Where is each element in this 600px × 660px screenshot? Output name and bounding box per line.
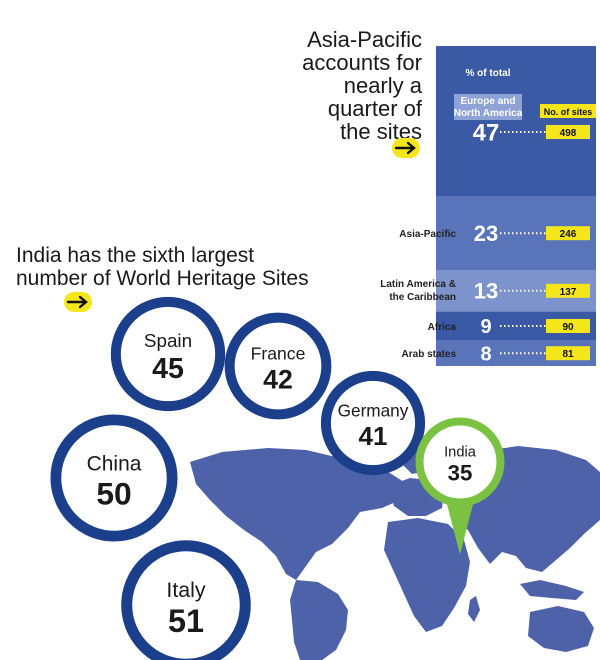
india-pin-tail <box>446 500 474 555</box>
sites-header: No. of sites <box>544 107 593 117</box>
sites-box <box>546 346 590 361</box>
sites-value: 81 <box>562 349 574 360</box>
countries-headline-line: India has the sixth largest <box>16 244 255 267</box>
bubble-ring <box>110 296 226 412</box>
regions-headline-line: quarter of <box>327 96 422 121</box>
map-south-america <box>290 580 348 660</box>
bubble-value: 42 <box>263 364 293 394</box>
map-australia <box>528 606 594 652</box>
region-label: Arab states <box>402 349 457 360</box>
sites-value: 90 <box>562 322 574 333</box>
countries-headline: India has the sixth largest number of Wo… <box>16 244 376 290</box>
regions-headline-line: accounts for <box>302 50 422 75</box>
region-band <box>436 46 596 197</box>
region-pct-value: 8 <box>480 343 491 365</box>
sites-header-bg <box>540 104 596 118</box>
bubble-ring <box>320 370 426 476</box>
bubble-country-label: Italy <box>166 578 206 602</box>
bubble-value: 35 <box>448 461 473 486</box>
sites-box <box>546 319 590 333</box>
region-label: Latin America & <box>380 279 456 290</box>
map-indonesia <box>520 580 584 600</box>
regions-headline-line: nearly a <box>343 73 422 98</box>
regions-headline-line: the sites <box>340 119 422 144</box>
bubble-value: 51 <box>168 603 204 639</box>
bubble-country-label: China <box>87 452 142 475</box>
region-pct-value: 9 <box>480 316 491 338</box>
arrow-right-icon <box>64 292 92 312</box>
bubble-ring <box>224 312 332 420</box>
bubble-country-label: France <box>251 344 306 364</box>
sites-box <box>546 226 590 241</box>
bubble-ring <box>121 540 251 660</box>
sites-box <box>546 125 590 139</box>
sites-box <box>546 283 590 298</box>
region-label: North America <box>454 108 523 119</box>
regions-headline: Asia-Pacific accounts for nearly a quart… <box>162 28 422 143</box>
region-label: the Caribbean <box>389 292 456 303</box>
regions-headline-line: Asia-Pacific <box>307 27 422 52</box>
region-label-bg <box>454 94 522 120</box>
bubble-value: 50 <box>96 476 131 512</box>
bubble-ring <box>50 414 178 542</box>
arrow-right-icon <box>392 138 420 158</box>
countries-headline-line: number of World Heritage Sites <box>16 267 309 290</box>
bubble-value: 41 <box>359 421 388 451</box>
sites-value: 137 <box>560 287 577 298</box>
region-label: Africa <box>428 322 457 333</box>
bubble-country-label: India <box>444 445 477 461</box>
map-japan <box>572 494 588 522</box>
bubble-ring <box>415 417 505 507</box>
map-madagascar <box>468 596 480 622</box>
region-pct-value: 47 <box>473 120 500 147</box>
region-pct-value: 13 <box>474 279 498 304</box>
map-africa <box>384 518 470 632</box>
pct-header: % of total <box>466 68 511 79</box>
bubble-value: 45 <box>152 353 184 385</box>
bubble-country-label: Spain <box>144 330 192 351</box>
region-label: Asia-Pacific <box>399 229 456 240</box>
bubble-country-label: Germany <box>338 401 409 421</box>
sites-value: 498 <box>560 128 577 139</box>
sites-value: 246 <box>560 229 577 240</box>
region-label: Europe and <box>460 96 515 107</box>
region-pct-value: 23 <box>474 221 498 246</box>
map-north-america <box>190 448 404 580</box>
